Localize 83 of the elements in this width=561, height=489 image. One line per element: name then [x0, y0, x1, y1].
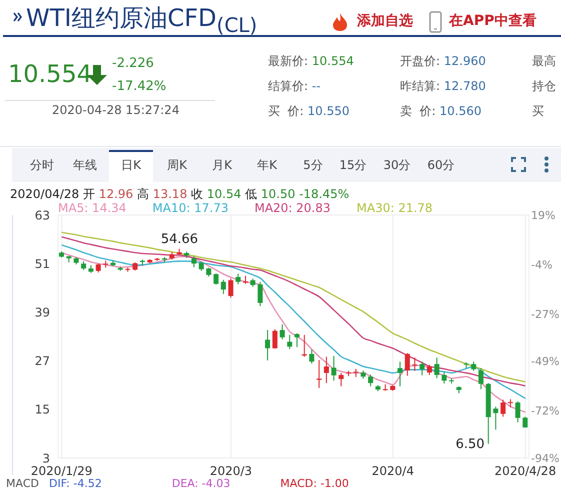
y2-tick-label: -27%: [531, 308, 560, 321]
x-tick-label: 2020/4/28: [494, 464, 556, 478]
text: 年线: [72, 157, 98, 174]
y-tick-label: 15: [34, 402, 50, 417]
candlestick: [228, 278, 234, 298]
candlestick: [309, 348, 314, 364]
candlestick: [272, 328, 278, 350]
text: 日K: [120, 157, 142, 174]
candlestick: [398, 361, 403, 387]
candlestick: [412, 357, 418, 372]
candlestick: [331, 355, 336, 382]
x-tick-label: 2020/4: [372, 464, 414, 478]
text: 卖 价: 10.560: [400, 104, 482, 118]
candlestick: [493, 406, 498, 430]
y2-tick-label: -49%: [531, 355, 560, 368]
text: 持仓: [532, 78, 556, 95]
text: DEA: -4.03: [172, 477, 230, 489]
annotation: 54.66: [160, 232, 198, 247]
text: -17.42%: [112, 79, 166, 94]
candlestick: [220, 279, 226, 294]
y-tick-label: 39: [34, 305, 50, 320]
text: 买 价: 10.550: [268, 104, 350, 118]
text: 结算价: --: [268, 79, 321, 93]
candlestick: [280, 324, 285, 340]
x-tick-label: 2020/3: [210, 464, 252, 478]
y-tick-label: 27: [34, 354, 50, 368]
text: MA20: 20.83: [254, 201, 331, 215]
text: 最高: [532, 53, 556, 70]
annotation: 6.50: [456, 436, 485, 452]
x-tick-label: 2020/1/29: [30, 464, 92, 478]
text: 2020/04/28 开 12.96 高 13.18 收 10.54 低 10.50 -18.45%: [10, 187, 350, 201]
candlestick: [426, 364, 432, 376]
text: 昨结算: 12.780: [400, 79, 486, 93]
y2-tick-label: -4%: [531, 258, 552, 272]
text: 5分: [302, 157, 324, 174]
text: 买: [532, 103, 544, 120]
text: 在APP中查看: [449, 12, 536, 30]
candlestick: [198, 261, 204, 272]
y-tick-label: 51: [34, 256, 50, 271]
text: 2020-04-28 15:27:24: [52, 103, 180, 117]
candlestick: [191, 256, 196, 268]
text: 开盘价: 12.960: [400, 54, 486, 68]
text: MA10: 17.73: [152, 201, 228, 215]
candlestick: [500, 399, 506, 418]
candlestick: [294, 332, 300, 348]
text: MA5: 14.34: [58, 201, 126, 215]
candlestick: [404, 352, 410, 376]
text: MACD: [6, 477, 39, 489]
y2-tick-label: -94%: [531, 452, 560, 465]
y-tick-label: 3: [42, 451, 50, 466]
candlestick: [316, 359, 322, 388]
candlestick: [287, 334, 292, 350]
y2-tick-label: 19%: [531, 208, 556, 222]
candlestick: [420, 361, 425, 376]
candlestick: [236, 273, 241, 285]
candlestick: [338, 372, 344, 387]
y-tick-label: 63: [34, 208, 50, 222]
text: 最新价: 10.554: [268, 54, 354, 68]
text: 分时: [29, 157, 55, 174]
text: 年K: [256, 157, 278, 174]
candlestick: [434, 357, 440, 379]
candlestick: [442, 372, 447, 384]
text: 周K: [166, 157, 188, 174]
candlestick: [324, 356, 329, 384]
text: 添加自选: [357, 12, 413, 30]
text: 30分: [382, 157, 412, 174]
text: 15分: [338, 157, 368, 174]
text: DIF: -4.52: [48, 477, 102, 489]
candlestick: [478, 368, 484, 390]
candlestick: [258, 281, 263, 307]
text: 10.554: [8, 60, 92, 88]
candlestick: [214, 272, 219, 286]
text: -2.226: [112, 56, 154, 71]
chart-title: WTI纽约原油CFD$_{(CL)}$: [26, 4, 258, 37]
text: MA30: 21.78: [356, 201, 433, 215]
candlestick: [265, 330, 270, 361]
y2-tick-label: -72%: [531, 404, 560, 418]
text: 60分: [426, 157, 456, 174]
candlestick: [515, 400, 520, 423]
candlestick: [471, 361, 476, 372]
candlestick: [368, 374, 374, 387]
text: MACD: -1.00: [280, 477, 349, 489]
text: 月K: [211, 157, 233, 174]
